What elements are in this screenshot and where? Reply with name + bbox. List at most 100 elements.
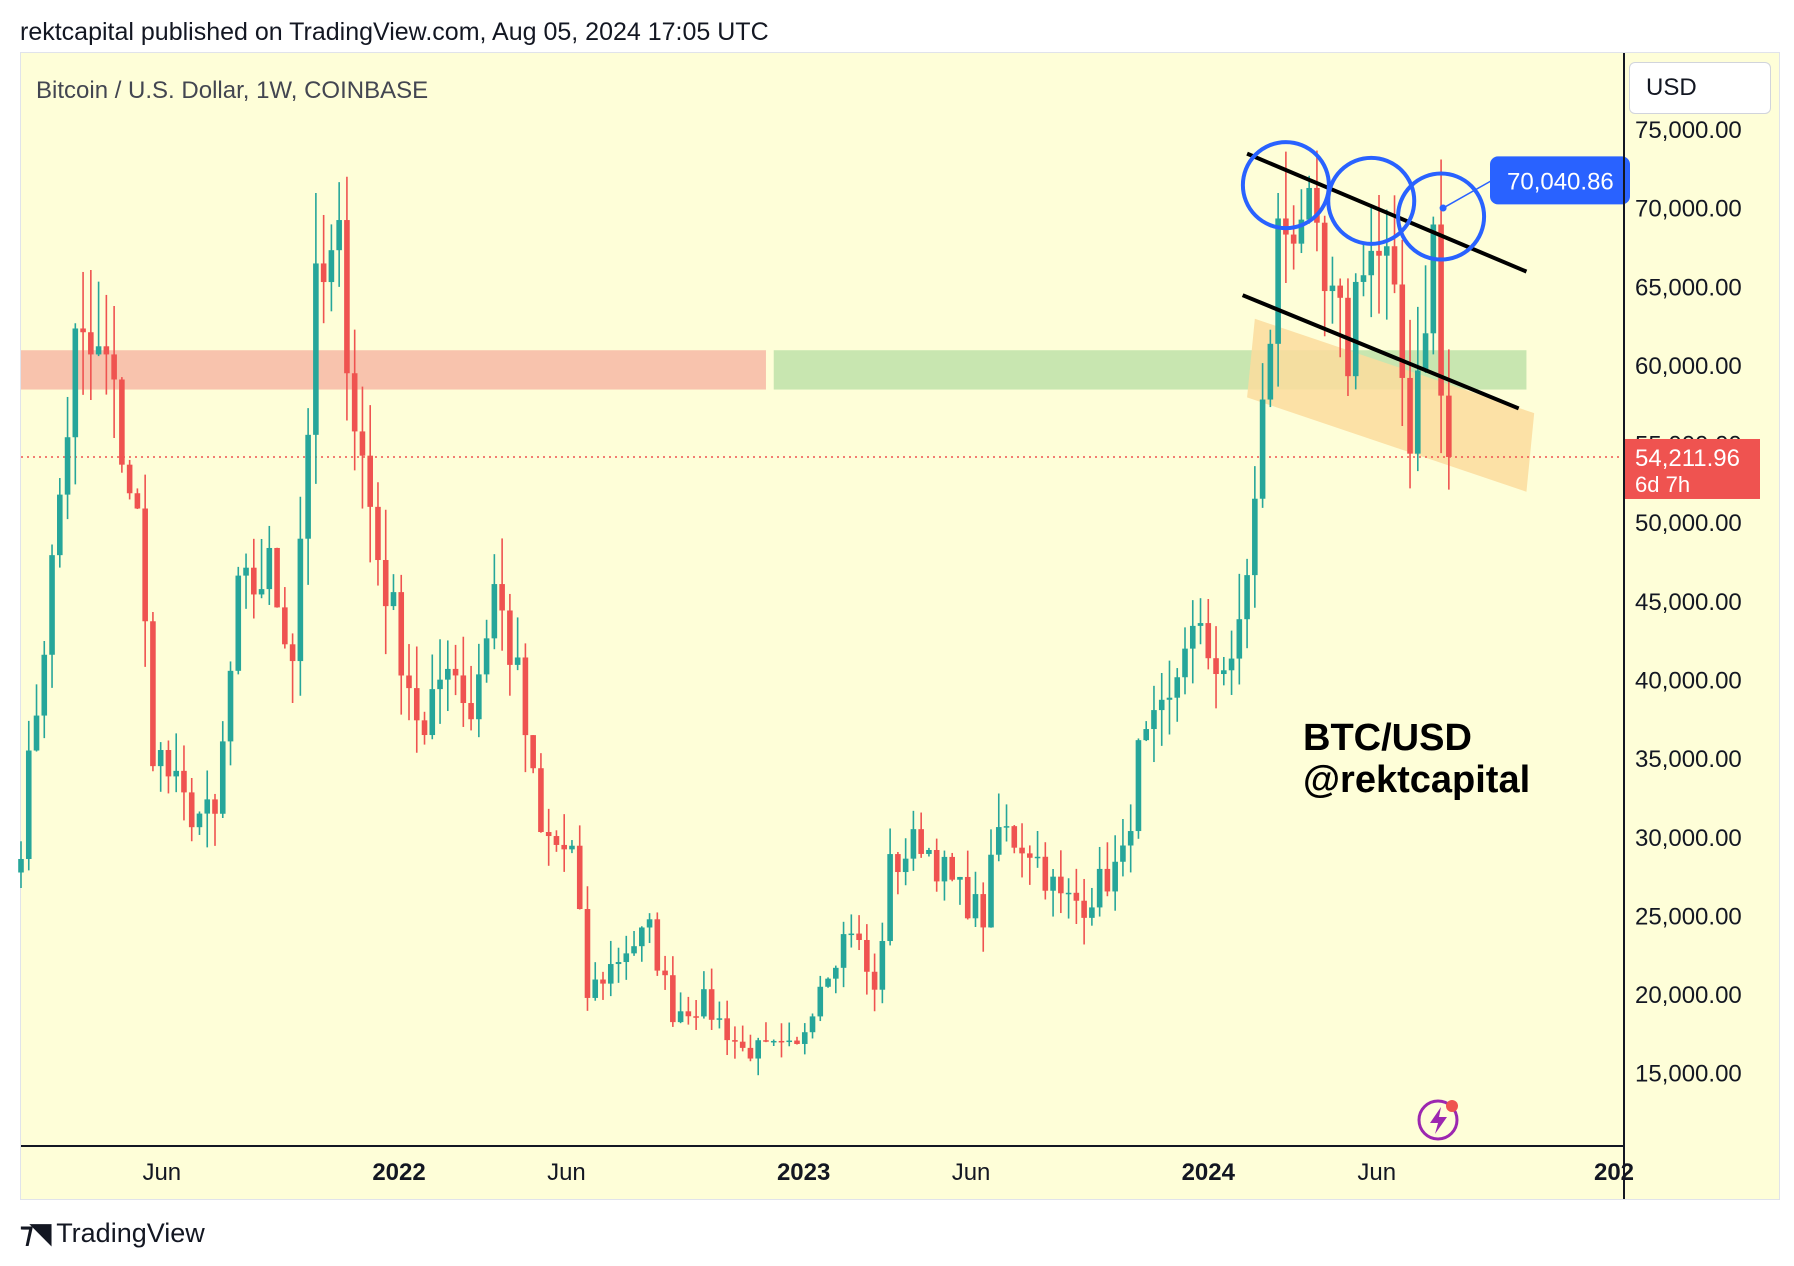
footer-brand: TradingView bbox=[56, 1218, 205, 1248]
candle-body bbox=[1042, 856, 1049, 891]
candle-body bbox=[856, 933, 862, 940]
annotation-line2: @rektcapital bbox=[1303, 759, 1530, 801]
candle-body bbox=[1329, 285, 1336, 292]
candle-body bbox=[941, 856, 948, 882]
candle-body bbox=[755, 1040, 761, 1059]
candle-body bbox=[794, 1040, 800, 1044]
candle-body bbox=[1376, 250, 1382, 256]
candle-body bbox=[685, 1011, 692, 1017]
bar-countdown-label: 6d 7h bbox=[1635, 472, 1690, 497]
candle-body bbox=[1073, 892, 1080, 901]
candle-body bbox=[840, 934, 847, 968]
candle-body bbox=[499, 584, 505, 611]
candle-body bbox=[1290, 234, 1297, 244]
candle-body bbox=[817, 986, 824, 1017]
candle-body bbox=[390, 592, 397, 607]
candle-body bbox=[988, 854, 994, 928]
time-tick-label: Jun bbox=[142, 1159, 181, 1186]
candle-body bbox=[514, 657, 521, 665]
candle-body bbox=[468, 703, 474, 720]
footer: ⁊◥ TradingView bbox=[20, 1218, 205, 1249]
candle-body bbox=[406, 675, 412, 689]
candle-body bbox=[701, 989, 707, 1017]
candle-body bbox=[801, 1032, 808, 1044]
candle-body bbox=[724, 1018, 730, 1041]
candle-body bbox=[545, 832, 552, 837]
plot-background bbox=[21, 53, 1624, 1147]
candle-body bbox=[654, 919, 661, 971]
candle-body bbox=[871, 971, 878, 990]
candle-body bbox=[251, 567, 257, 595]
candle-body bbox=[491, 584, 498, 639]
candle-body bbox=[103, 346, 110, 355]
candle-body bbox=[142, 508, 148, 622]
high-circle bbox=[1240, 140, 1331, 231]
price-tick-label: 50,000.00 bbox=[1635, 510, 1742, 537]
candle-body bbox=[1166, 697, 1173, 700]
candle-body bbox=[569, 845, 575, 850]
candle-body bbox=[421, 720, 428, 736]
candle-body bbox=[1228, 658, 1235, 671]
candle-body bbox=[1360, 275, 1367, 282]
candle-body bbox=[600, 979, 606, 984]
price-tick-label: 75,000.00 bbox=[1635, 117, 1742, 144]
publish-info: rektcapital published on TradingView.com… bbox=[20, 18, 769, 46]
candle-body bbox=[80, 328, 86, 333]
currency-button[interactable]: USD bbox=[1629, 62, 1771, 114]
candle-body bbox=[561, 844, 567, 850]
candle-body bbox=[1050, 876, 1056, 891]
candle-body bbox=[553, 836, 560, 845]
candle-body bbox=[429, 689, 436, 736]
candle-body bbox=[1019, 847, 1025, 854]
candle-body bbox=[786, 1040, 793, 1043]
candle-body bbox=[49, 555, 55, 655]
time-tick-label: Jun bbox=[547, 1159, 586, 1186]
candle-body bbox=[212, 799, 218, 814]
candle-body bbox=[623, 953, 630, 963]
candle-body bbox=[111, 354, 117, 380]
candle-body bbox=[1205, 623, 1212, 659]
candle-body bbox=[1236, 619, 1243, 659]
price-tick-label: 35,000.00 bbox=[1635, 746, 1742, 773]
candle-body bbox=[460, 675, 467, 704]
candle-body bbox=[1422, 333, 1429, 371]
candle-body bbox=[693, 1016, 699, 1018]
candle-body bbox=[64, 437, 71, 495]
candle-body bbox=[708, 989, 715, 1020]
channel-layer bbox=[1247, 318, 1535, 492]
candle-body bbox=[359, 431, 366, 456]
candle-body bbox=[413, 688, 420, 721]
candle-body bbox=[382, 560, 389, 607]
candle-body bbox=[910, 829, 917, 859]
candle-body bbox=[615, 962, 622, 965]
time-tick-label: Jun bbox=[1357, 1159, 1396, 1186]
time-tick-label: 2022 bbox=[372, 1159, 425, 1186]
candle-body bbox=[173, 770, 179, 777]
candle-body bbox=[1089, 907, 1095, 918]
lightning-icon[interactable] bbox=[1417, 1099, 1459, 1141]
marker-price-label: 70,040.86 bbox=[1507, 168, 1614, 195]
candle-body bbox=[328, 250, 335, 283]
candle-body bbox=[1259, 399, 1266, 499]
candle-body bbox=[398, 592, 405, 676]
resistance-zone bbox=[21, 350, 766, 390]
candle-body bbox=[949, 856, 955, 880]
candle-body bbox=[1267, 343, 1274, 400]
candle-body bbox=[1399, 284, 1406, 378]
candle-body bbox=[662, 970, 668, 976]
chart-title: Bitcoin / U.S. Dollar, 1W, COINBASE bbox=[36, 77, 428, 104]
candle-body bbox=[25, 750, 32, 859]
candle-body bbox=[1446, 395, 1452, 457]
candle-body bbox=[367, 455, 373, 507]
candle-body bbox=[320, 263, 327, 283]
candle-body bbox=[1306, 187, 1312, 220]
candle-body bbox=[1104, 868, 1111, 892]
candle-body bbox=[1197, 623, 1204, 626]
candle-body bbox=[1065, 892, 1072, 895]
candle-body bbox=[739, 1041, 746, 1048]
candle-body bbox=[196, 813, 203, 828]
candle-body bbox=[1275, 218, 1281, 344]
price-axis: 75,000.0070,000.0065,000.0060,000.0055,0… bbox=[1625, 117, 1760, 1088]
candle-body bbox=[266, 547, 273, 590]
